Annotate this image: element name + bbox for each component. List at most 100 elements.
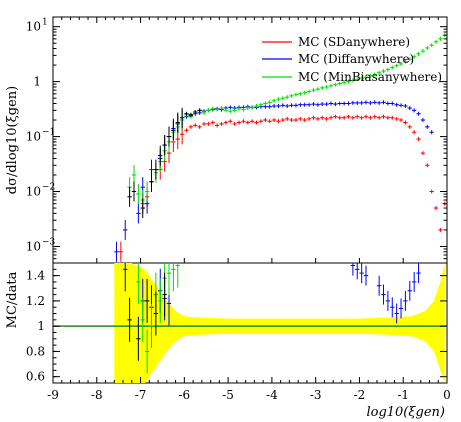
main-point-s1-56 [376,100,382,105]
main-point-s1-0 [114,241,119,262]
main-point-s3-13 [193,109,198,114]
ratio-point-s1-14 [394,303,399,324]
main-point-s2-32 [267,100,272,105]
main-point-s0-10 [184,128,189,133]
main-point-s0-17 [214,123,220,128]
main-point-s1-57 [381,100,386,105]
main-point-s0-64 [420,151,426,156]
ratio-y-tick-label: 0.8 [26,344,45,358]
main-point-s3-0 [127,186,132,207]
main-point-s0-61 [407,124,412,129]
main-point-s0-62 [411,130,417,135]
main-point-s1-41 [311,102,316,107]
main-point-s3-7 [166,126,172,147]
main-point-s1-64 [411,108,417,113]
main-point-s3-9 [175,112,180,133]
main-point-s0-21 [232,121,237,126]
main-point-s2-17 [201,110,207,115]
main-point-s2-24 [232,108,237,113]
main-point-s2-2 [136,184,141,205]
main-point-s0-24 [245,120,251,125]
ratio-point-s3-4 [162,272,167,317]
x-tick-label: -2 [354,388,366,402]
main-point-s2-52 [355,77,360,82]
x-tick-label: -3 [310,388,322,402]
main-point-s1-22 [228,105,233,110]
ratio-y-tick-label: 0.6 [26,370,45,384]
main-point-s0-57 [390,115,395,120]
main-point-s2-29 [254,104,259,109]
main-point-s1-48 [341,101,347,106]
main-point-s2-23 [228,109,233,114]
main-point-s0-40 [315,116,321,121]
main-point-s1-65 [416,111,421,116]
main-point-s2-27 [245,106,251,111]
main-point-s3-8 [171,120,176,141]
main-point-s2-54 [363,75,369,80]
ratio-point-s2-9 [175,263,180,288]
main-point-s0-42 [324,116,329,121]
main-point-s2-43 [315,87,321,92]
main-point-s0-43 [328,115,334,120]
main-point-s0-49 [355,114,360,119]
main-point-s1-36 [289,103,294,108]
ratio-point-s1-9 [363,265,369,286]
main-point-s0-30 [271,118,277,123]
main-point-s0-58 [394,116,399,121]
main-point-s3-10 [179,107,185,128]
main-point-s1-51 [355,100,360,105]
x-tick-label: -5 [222,388,234,402]
main-point-s3-1 [131,181,137,202]
main-point-s0-16 [210,120,215,125]
main-point-s0-23 [241,119,246,124]
main-point-s0-27 [258,119,264,124]
main-point-s1-1 [123,219,128,240]
ratio-point-s1-17 [407,280,412,301]
x-tick-label: -4 [266,388,278,402]
x-tick-label: -9 [47,388,59,402]
main-point-s2-70 [433,39,439,44]
ratio-point-s3-2 [144,278,150,323]
x-tick-label: -6 [178,388,190,402]
main-point-s2-37 [289,93,294,98]
main-point-s2-39 [298,91,303,96]
main-point-s0-56 [385,115,391,120]
main-point-s2-38 [293,92,299,97]
ratio-point-s2-0 [136,263,141,304]
main-point-s0-33 [285,116,290,121]
main-point-s2-58 [381,69,386,74]
legend-label-diff: MC (Diffanywhere) [298,52,414,66]
main-point-s0-55 [381,114,386,119]
main-point-s1-53 [363,100,369,105]
main-point-s2-28 [249,105,255,110]
main-point-s0-51 [363,114,369,119]
main-point-s3-4 [153,159,159,180]
main-point-s2-40 [302,90,307,95]
main-point-s0-12 [193,123,198,128]
main-point-s1-35 [285,104,290,109]
main-point-s1-46 [333,102,338,107]
main-point-s0-35 [293,118,299,123]
main-point-s0-53 [372,114,377,119]
main-point-s2-61 [394,63,399,68]
ratio-point-s1-7 [355,263,360,280]
main-point-s1-68 [429,130,434,135]
x-tick-label: -1 [397,388,409,402]
main-point-s1-40 [306,102,312,107]
y-tick-label: 10 [26,185,41,199]
main-point-s2-30 [258,102,264,107]
ratio-point-s1-13 [390,297,395,318]
main-point-s2-42 [311,88,316,93]
main-point-s2-59 [385,67,391,72]
main-point-s0-45 [337,115,342,120]
main-point-s1-50 [350,100,356,105]
main-point-s2-56 [372,72,377,77]
main-point-s2-67 [420,49,426,54]
main-point-s3-14 [197,108,202,113]
main-point-s1-62 [403,104,408,109]
ratio-uncertainty-band [114,263,445,383]
main-point-s1-59 [390,101,395,106]
main-point-s2-60 [390,65,395,70]
main-point-s1-33 [276,104,281,109]
main-point-s2-69 [429,43,434,48]
